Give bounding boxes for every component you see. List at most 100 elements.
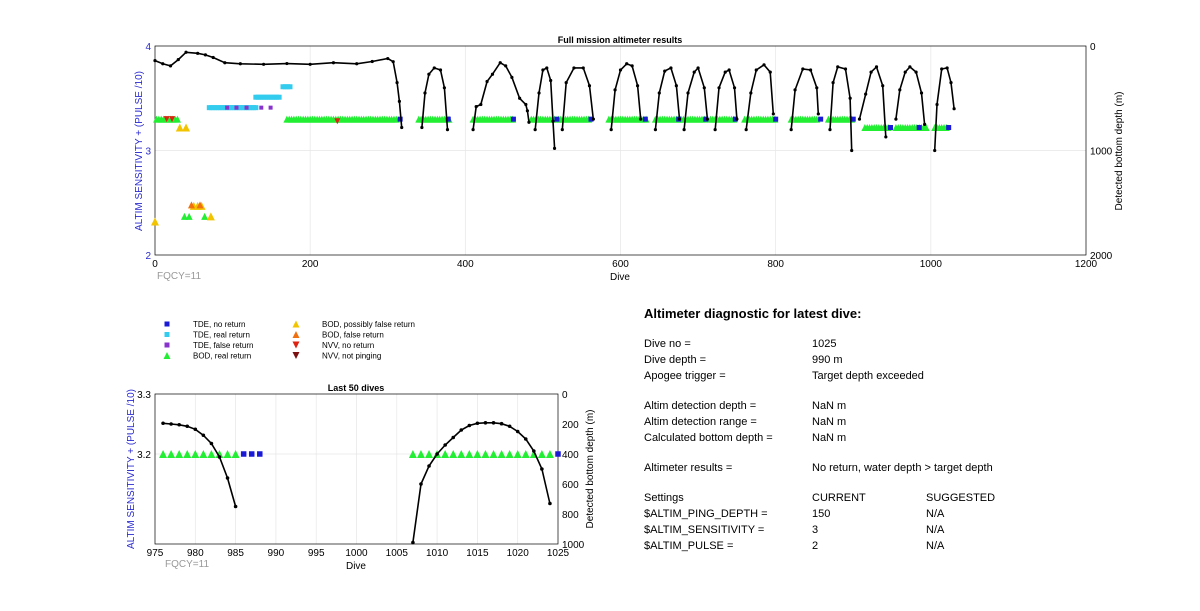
bod-possibly-false-marker: [151, 217, 159, 226]
bottom-depth-point: [771, 112, 775, 116]
bottom-depth-point: [848, 96, 852, 100]
bottom-depth-point: [169, 422, 173, 426]
pulse-current: 2: [812, 540, 819, 552]
bod-real-return-marker: [473, 450, 482, 458]
bottom-depth-point: [153, 59, 157, 63]
sensitivity-label: $ALTIM_SENSITIVITY =: [644, 524, 765, 536]
bottom-depth-point: [233, 504, 238, 509]
last50-x-tick-label: 1005: [386, 548, 409, 559]
main-x-tick-label: 0: [152, 259, 158, 270]
bottom-depth-point: [762, 63, 766, 67]
settings-header-row: Settings CURRENT SUGGESTED: [644, 490, 1164, 506]
bottom-depth-point: [518, 96, 522, 100]
bottom-depth-point: [196, 51, 200, 55]
bottom-depth-line: [412, 421, 551, 543]
bottom-depth-point: [459, 428, 464, 432]
last50-y2-tick-label: 400: [562, 450, 579, 461]
bottom-depth-point: [692, 70, 696, 74]
bod-real-return-marker: [408, 450, 417, 458]
main-x-tick-label: 200: [302, 259, 319, 270]
last50-y2-tick-label: 0: [562, 390, 568, 401]
bottom-depth-point: [857, 117, 862, 121]
bod-real-return-marker: [449, 450, 458, 458]
results-row: Altimeter results = No return, water dept…: [644, 460, 1164, 476]
bottom-depth-point: [420, 125, 424, 130]
bod-real-return-marker: [215, 450, 224, 458]
tde-false-return-marker: [268, 105, 273, 110]
bottom-depth-point: [225, 476, 230, 480]
bottom-depth-line: [683, 66, 709, 130]
nvv-no-return-marker: [169, 116, 176, 123]
bottom-depth-point: [630, 64, 634, 68]
bottom-depth-point: [657, 91, 661, 95]
bottom-depth-point: [618, 68, 623, 72]
nvv-no-return-marker: [334, 118, 341, 125]
bottom-depth-point: [869, 70, 873, 74]
bottom-depth-point: [696, 66, 700, 70]
bottom-depth-line: [745, 63, 775, 130]
tde-no-return-marker: [916, 125, 922, 131]
bottom-depth-point: [391, 60, 395, 64]
bottom-depth-point: [723, 70, 727, 74]
calc-depth-value: NaN m: [812, 432, 847, 444]
det-range-label: Altim detection range =: [644, 416, 757, 428]
last50-fqcy-annotation: FQCY=11: [165, 559, 209, 570]
bottom-depth-line: [714, 68, 738, 130]
bod-real-return-marker: [231, 450, 240, 458]
bottom-depth-point: [525, 109, 530, 113]
legend-marker: [292, 320, 300, 328]
bottom-depth-point: [515, 429, 520, 434]
bottom-depth-point: [540, 467, 544, 471]
last50-y2-tick-label: 200: [562, 420, 579, 431]
ping-depth-current: 150: [812, 508, 831, 520]
legend-label: BOD, real return: [193, 352, 251, 361]
dive-depth-value: 990 m: [812, 354, 843, 366]
results-value: No return, water depth > target depth: [812, 462, 993, 474]
bottom-depth-point: [498, 61, 502, 65]
legend-marker: [164, 332, 170, 337]
bottom-depth-point: [801, 67, 805, 71]
main-x-tick-label: 1200: [1075, 259, 1098, 270]
bottom-depth-point: [331, 61, 336, 65]
bottom-depth-point: [491, 421, 496, 425]
last50-y-tick-label: 3.3: [137, 390, 151, 401]
main-x-tick-label: 400: [457, 259, 474, 270]
bottom-depth-point: [843, 67, 848, 71]
legend-marker: [292, 352, 300, 359]
bod-real-return-marker: [497, 450, 506, 458]
last50-chart-title: Last 50 dives: [328, 383, 385, 393]
tde-false-return-marker: [259, 105, 264, 110]
bottom-depth-point: [184, 50, 188, 54]
bottom-depth-point: [479, 102, 483, 107]
tde-real-return-marker: [276, 94, 282, 100]
bottom-depth-point: [919, 91, 924, 95]
bottom-depth-point: [914, 70, 918, 74]
legend-marker: [292, 341, 300, 349]
bottom-depth-point: [793, 88, 797, 92]
main-x-tick-label: 600: [612, 259, 629, 270]
bottom-depth-point: [507, 424, 512, 429]
bottom-depth-point: [176, 57, 180, 62]
settings-label: Settings: [644, 492, 684, 504]
tde-no-return-marker: [887, 125, 893, 131]
bottom-depth-point: [370, 59, 374, 64]
bod-real-return-marker: [191, 450, 200, 458]
bottom-depth-point: [831, 80, 835, 85]
apogee-row: Apogee trigger = Target depth exceeded: [644, 368, 1164, 384]
tde-false-return-marker: [244, 105, 249, 110]
last50-x-tick-label: 1025: [547, 548, 570, 559]
bottom-depth-point: [504, 64, 508, 68]
bod-false-return-marker: [187, 201, 195, 209]
last50-y2-tick-label: 800: [562, 510, 579, 521]
legend-marker: [164, 321, 170, 327]
bottom-depth-point: [864, 92, 868, 96]
bottom-depth-point: [533, 128, 537, 132]
bod-real-return-marker: [425, 450, 434, 458]
bottom-depth-point: [828, 128, 832, 132]
bottom-depth-point: [816, 112, 820, 116]
bottom-depth-point: [545, 66, 549, 70]
main-x-tick-label: 800: [767, 259, 784, 270]
bottom-depth-point: [490, 72, 495, 76]
bottom-depth-point: [467, 423, 472, 428]
